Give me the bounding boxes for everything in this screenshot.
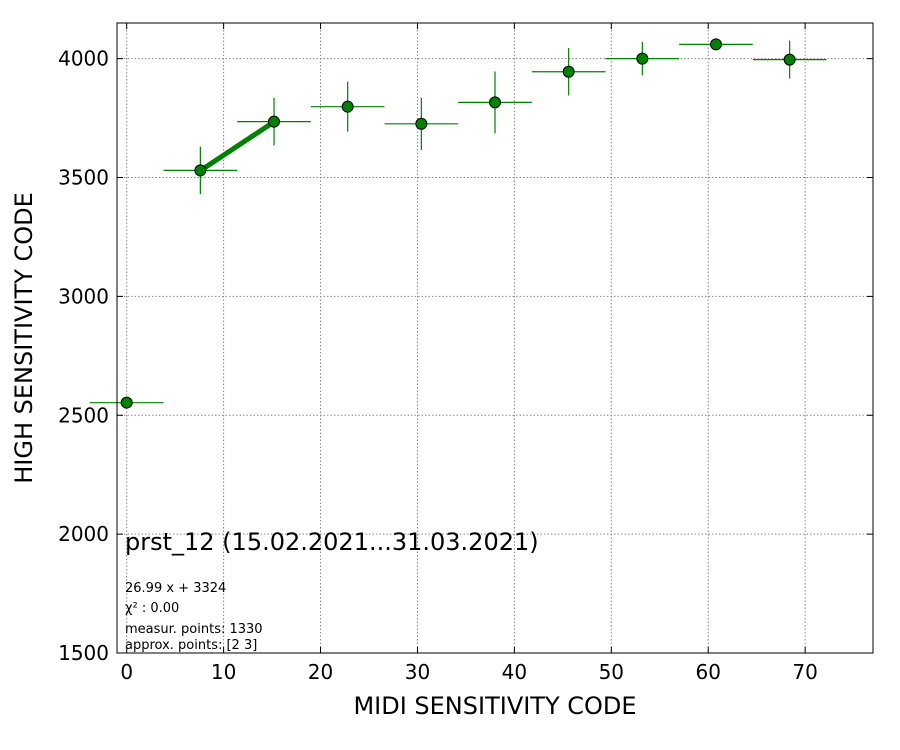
y-tick-label: 2500 [58, 403, 109, 427]
y-tick-label: 4000 [58, 47, 109, 71]
y-tick-label: 3500 [58, 166, 109, 190]
x-tick-label: 10 [211, 660, 236, 684]
data-point [415, 117, 428, 130]
y-tick-label: 1500 [58, 641, 109, 665]
x-tick-label: 40 [502, 660, 527, 684]
x-tick-label: 30 [405, 660, 430, 684]
data-point [562, 65, 575, 78]
fit-line [198, 119, 276, 173]
y-tick-label: 2000 [58, 522, 109, 546]
x-tick-label: 50 [599, 660, 624, 684]
data-point [636, 52, 649, 65]
x-tick-label: 60 [696, 660, 721, 684]
y-axis-label: HIGH SENSITIVITY CODE [10, 192, 38, 484]
data-point [194, 164, 207, 177]
data-point [341, 100, 354, 113]
x-tick-label: 20 [308, 660, 333, 684]
data-point [783, 53, 796, 66]
data-point [120, 396, 133, 409]
fit-line-group [198, 119, 276, 173]
data-point [709, 38, 722, 51]
error-bars [89, 40, 827, 404]
annotation-fit-equation: 26.99 x + 3324 [125, 581, 226, 596]
data-point [268, 115, 281, 128]
tick-labels: 0 10 20 30 40 50 60 70 1500 2000 2500 3000 3500 4000 [58, 47, 818, 684]
y-tick-label: 3000 [58, 284, 109, 308]
data-point [489, 96, 501, 109]
annotation-measured-points: measur. points: 1330 [125, 622, 263, 637]
data-points [120, 38, 796, 409]
axis-ticks [117, 23, 873, 654]
annotation-approx-points: approx. points: [2 3] [125, 638, 257, 653]
x-tick-label: 70 [792, 660, 817, 684]
x-axis-label: MIDI SENSITIVITY CODE [353, 692, 636, 720]
grid-lines [117, 23, 873, 653]
x-tick-label: 0 [120, 660, 133, 684]
annotation-title: prst_12 (15.02.2021...31.03.2021) [125, 528, 539, 556]
annotation-chi-square: χ² : 0.00 [125, 601, 179, 616]
plot-frame [116, 22, 874, 654]
